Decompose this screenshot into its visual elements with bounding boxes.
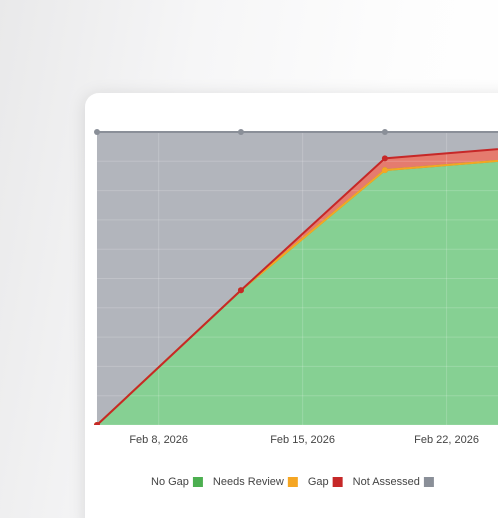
data-point bbox=[93, 129, 100, 135]
area bbox=[96, 132, 498, 425]
x-tick-label: Feb 15, 2026 bbox=[270, 434, 335, 446]
legend-swatch bbox=[332, 477, 343, 487]
x-tick-label: Feb 22, 2026 bbox=[414, 434, 479, 446]
data-point bbox=[93, 422, 100, 425]
legend: No Gap Needs Review Gap Not Assessed bbox=[151, 476, 434, 488]
legend-swatch bbox=[192, 477, 203, 487]
plot-area bbox=[85, 129, 498, 425]
legend-label: Not Assessed bbox=[353, 476, 420, 488]
data-point bbox=[381, 167, 388, 174]
legend-label: Needs Review bbox=[213, 476, 284, 488]
data-point bbox=[237, 129, 244, 135]
series-line bbox=[96, 148, 498, 425]
area bbox=[96, 160, 498, 425]
data-point bbox=[381, 155, 388, 162]
axes: Feb 8, 2026 Feb 15, 2026 Feb 22, 2026 bbox=[129, 434, 479, 446]
legend-swatch bbox=[287, 477, 298, 487]
data-point bbox=[237, 287, 244, 294]
legend-label: Gap bbox=[308, 476, 329, 488]
legend-swatch bbox=[423, 477, 434, 487]
x-tick-label: Feb 8, 2026 bbox=[129, 434, 188, 446]
data-point bbox=[381, 129, 388, 135]
legend-label: No Gap bbox=[151, 476, 189, 488]
